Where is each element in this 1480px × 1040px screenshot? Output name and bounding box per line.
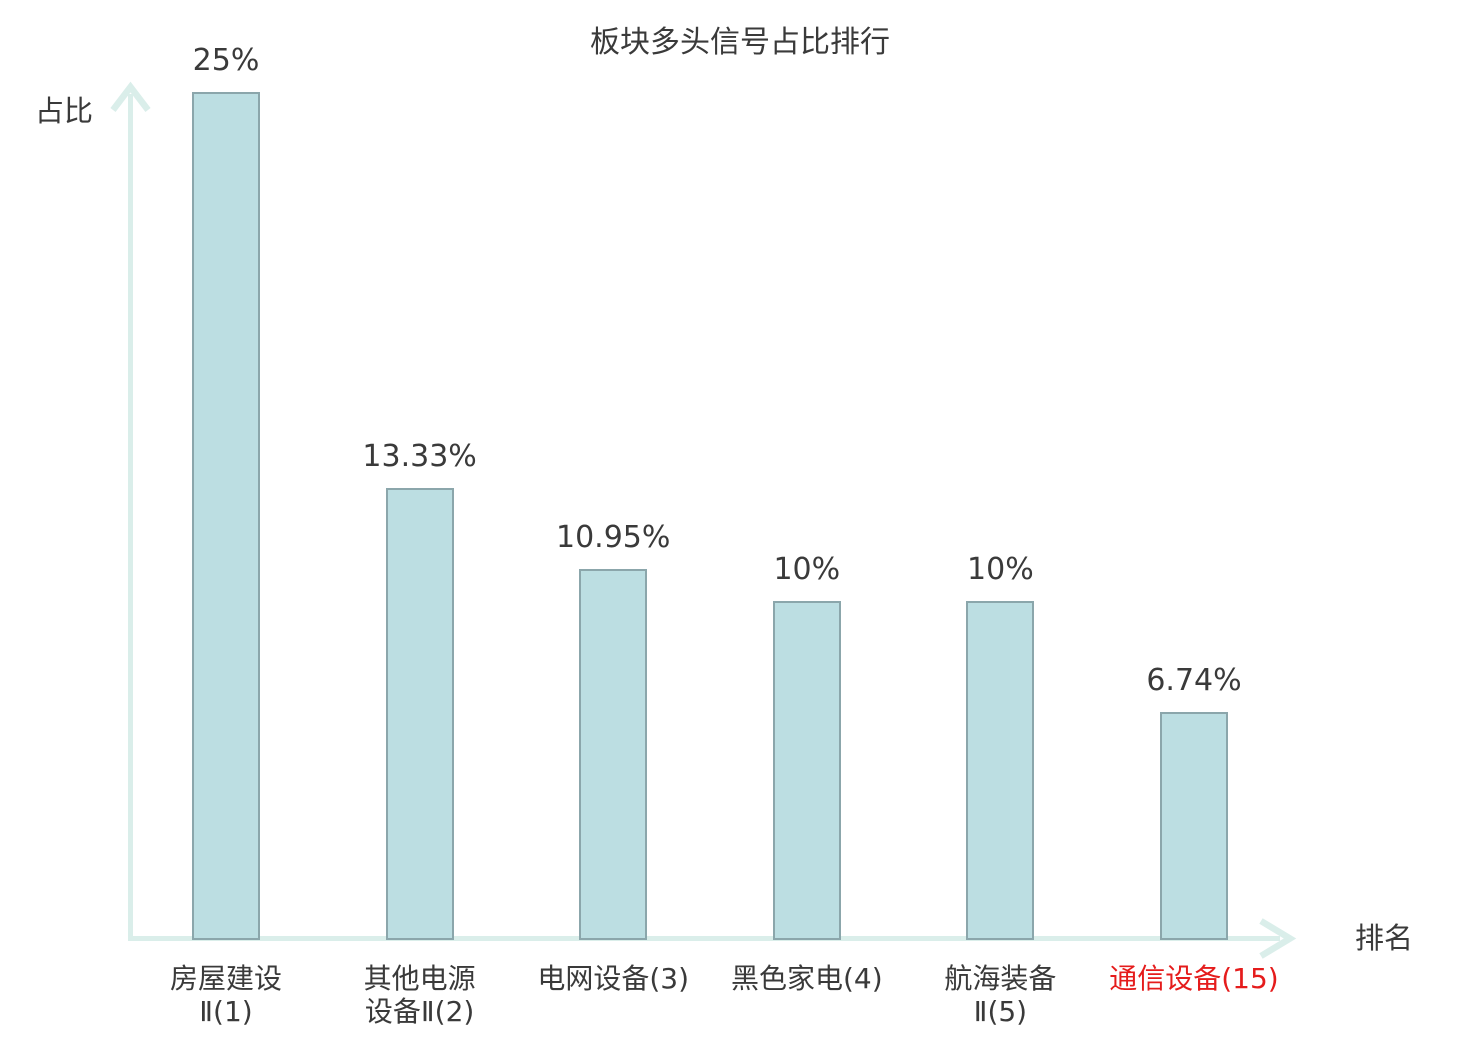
category-label: 房屋建设 Ⅱ(1) (169, 962, 282, 1028)
category-label: 通信设备(15) (1109, 962, 1279, 995)
category-label: 电网设备(3) (537, 962, 690, 995)
bar (579, 569, 648, 940)
bar-value-label: 25% (192, 43, 260, 78)
category-label: 航海装备 Ⅱ(5) (944, 962, 1057, 1028)
bar-value-label: 10.95% (555, 520, 671, 555)
bar (772, 601, 841, 940)
bar (966, 601, 1035, 940)
x-axis-label: 排名 (1355, 921, 1414, 955)
bar (1160, 712, 1228, 940)
chart-title: 板块多头信号占比排行 (590, 25, 890, 60)
bar-value-label: 10% (773, 552, 841, 587)
category-label: 黑色家电(4) (730, 962, 883, 995)
y-axis-arrow-icon (110, 81, 151, 112)
bar-value-label: 10% (967, 552, 1034, 587)
category-label: 其他电源 设备Ⅱ(2) (363, 962, 476, 1028)
x-axis-arrow-icon (1259, 918, 1297, 959)
y-axis-label: 占比 (35, 94, 94, 128)
bar (385, 488, 454, 940)
bar-value-label: 13.33% (362, 439, 477, 474)
bar (192, 92, 260, 940)
bar-value-label: 6.74% (1146, 663, 1242, 698)
